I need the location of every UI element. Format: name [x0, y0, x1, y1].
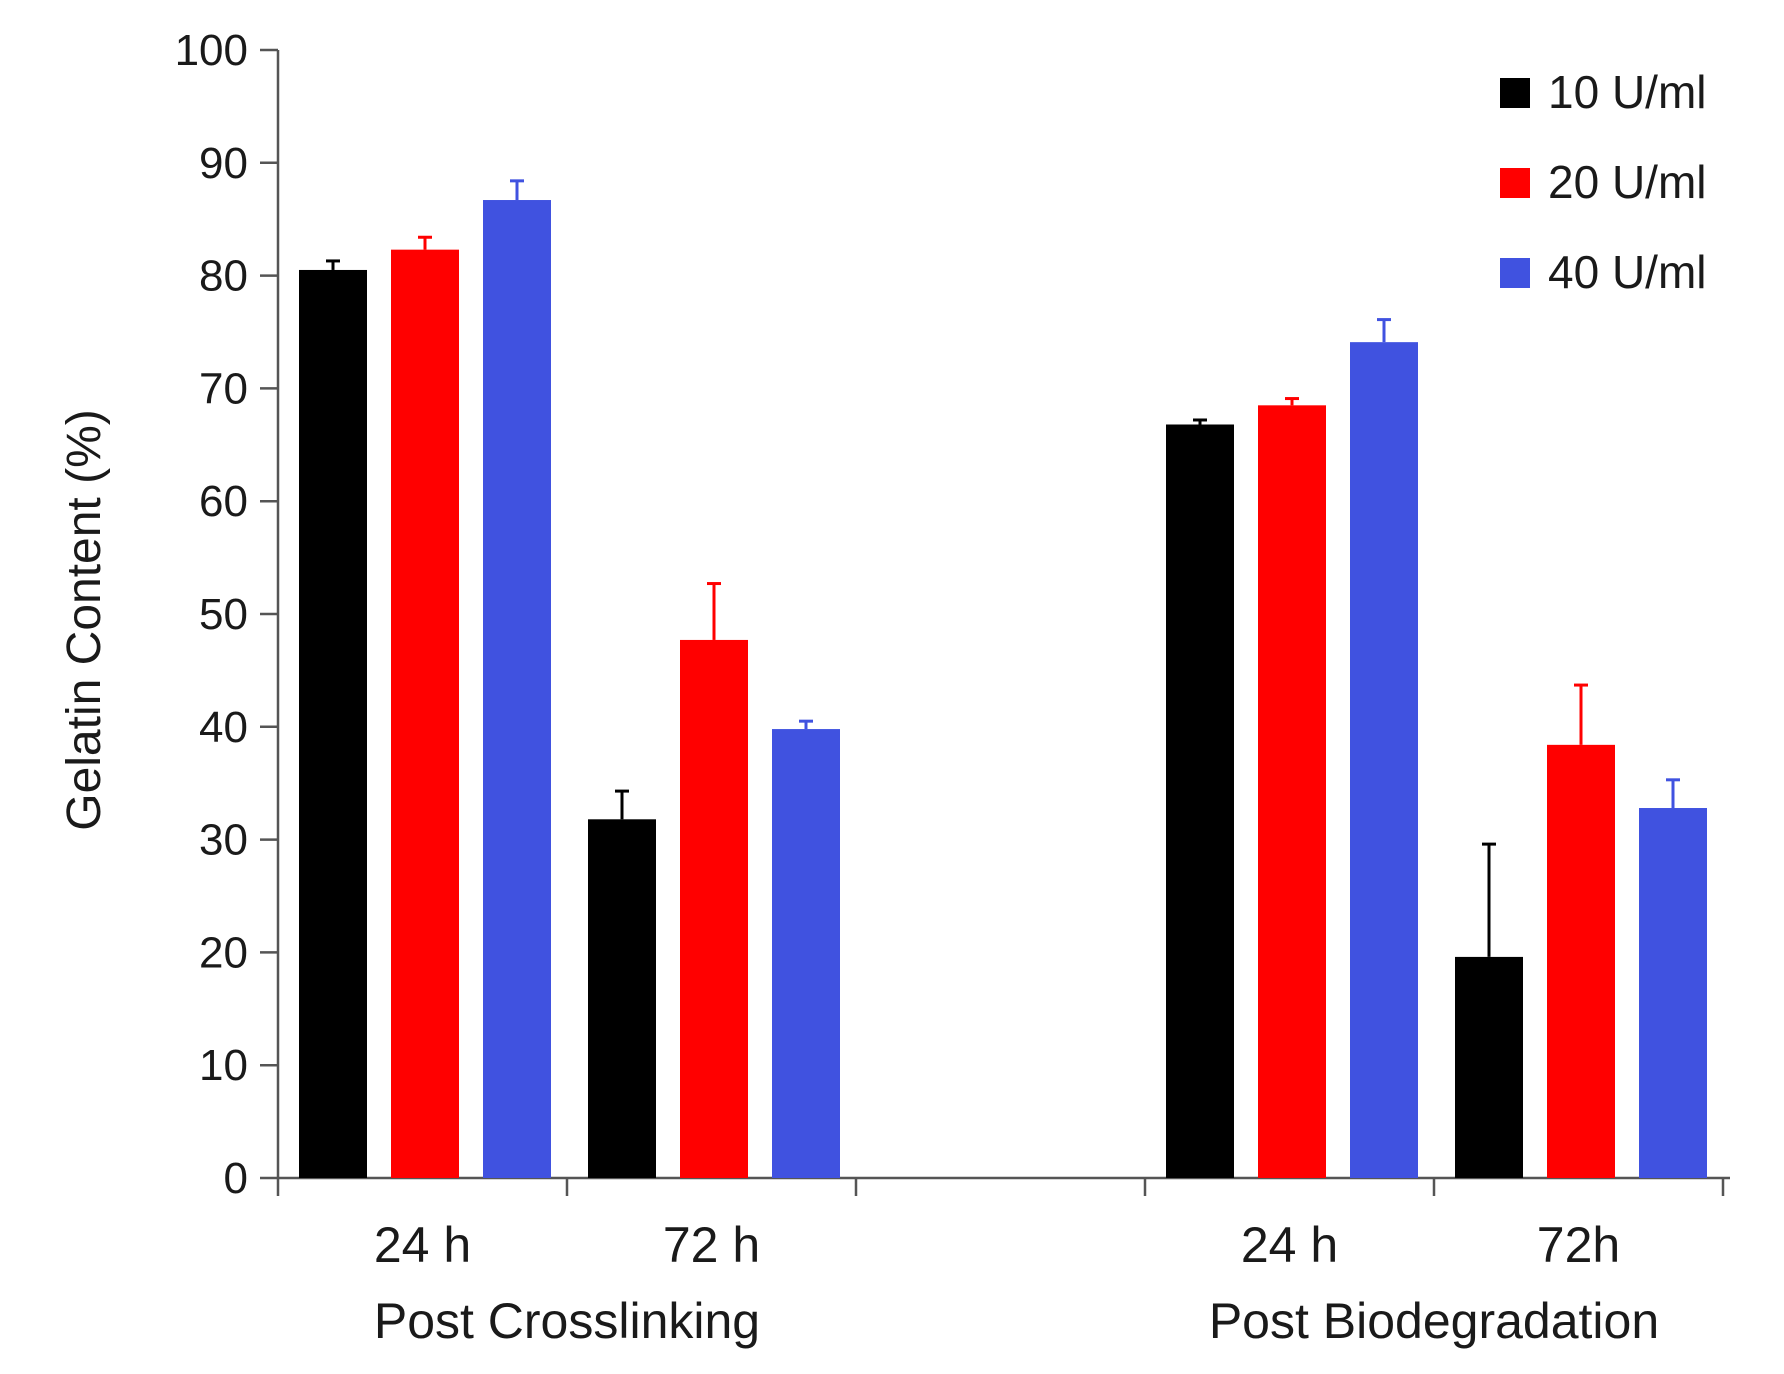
bar-10-u-ml: [299, 269, 367, 1179]
y-tick-label: 40: [199, 703, 248, 752]
bar-40-u-ml: [772, 729, 840, 1178]
bar-40-u-ml: [483, 200, 551, 1179]
bar-20-u-ml: [1258, 405, 1326, 1178]
legend-swatch: [1500, 168, 1530, 198]
bars: [299, 200, 1707, 1179]
y-tick-label: 60: [199, 477, 248, 526]
legend-label: 40 U/ml: [1548, 246, 1706, 298]
group-label: Post Biodegradation: [1209, 1293, 1659, 1349]
legend-label: 10 U/ml: [1548, 66, 1706, 118]
y-tick-label: 50: [199, 590, 248, 639]
category-label: 24 h: [374, 1217, 471, 1273]
y-tick-label: 70: [199, 364, 248, 413]
category-label: 24 h: [1241, 1217, 1338, 1273]
category-labels: 24 h 72 h 24 h 72h: [374, 1217, 1620, 1273]
bar-40-u-ml: [1639, 808, 1707, 1178]
bar-20-u-ml: [1547, 744, 1615, 1178]
bar-20-u-ml: [680, 639, 748, 1178]
y-tick-label: 80: [199, 252, 248, 301]
y-tick-label: 0: [224, 1154, 248, 1203]
y-axis: 0 10 20 30 40 50 60 70 80 90 100: [175, 26, 280, 1203]
y-tick-label: 10: [199, 1041, 248, 1090]
y-tick-label: 30: [199, 816, 248, 865]
legend-swatch: [1500, 78, 1530, 108]
category-label: 72h: [1537, 1217, 1620, 1273]
y-tick-label: 90: [199, 139, 248, 188]
category-label: 72 h: [663, 1217, 760, 1273]
group-labels: Post Crosslinking Post Biodegradation: [374, 1293, 1659, 1349]
bar-10-u-ml: [1166, 424, 1234, 1179]
bar-10-u-ml: [588, 819, 656, 1178]
bar-20-u-ml: [391, 249, 459, 1178]
y-tick-label: 20: [199, 928, 248, 977]
legend-label: 20 U/ml: [1548, 156, 1706, 208]
legend: 10 U/ml 20 U/ml 40 U/ml: [1500, 66, 1706, 298]
bar-40-u-ml: [1350, 342, 1418, 1179]
group-label: Post Crosslinking: [374, 1293, 760, 1349]
y-axis-label: Gelatin Content (%): [58, 409, 111, 831]
bar-10-u-ml: [1455, 956, 1523, 1178]
y-tick-label: 100: [175, 26, 248, 75]
x-axis: [276, 1176, 1730, 1196]
legend-swatch: [1500, 258, 1530, 288]
error-bars: [326, 179, 1680, 957]
